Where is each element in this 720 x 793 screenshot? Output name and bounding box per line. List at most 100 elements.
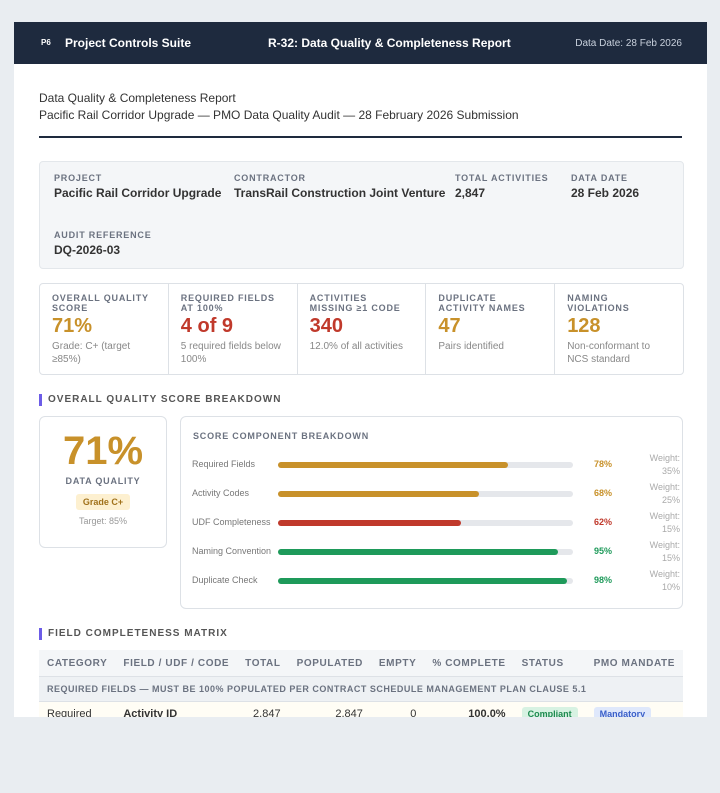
- column-header: % COMPLETE: [424, 650, 514, 677]
- info-item: AUDIT REFERENCE DQ-2026-03: [54, 230, 152, 257]
- kpi-note: Non-conformant to NCS standard: [567, 341, 651, 365]
- bar-fill: [278, 520, 461, 526]
- column-header: EMPTY: [370, 650, 425, 677]
- kpi-label: OVERALL QUALITY SCORE: [52, 293, 149, 313]
- bar-fill: [278, 491, 479, 497]
- column-header: CATEGORY: [39, 650, 116, 677]
- cell: Activity ID: [123, 708, 178, 717]
- kpi-value: 340: [309, 315, 343, 337]
- component-name: Required Fields: [192, 459, 256, 469]
- kpi-card: DUPLICATE ACTIVITY NAMES 47 Pairs identifi…: [426, 284, 556, 374]
- kpi-card: REQUIRED FIELDS AT 100% 4 of 9 5 required …: [169, 284, 298, 374]
- bar-track: [278, 520, 573, 526]
- bar-fill: [278, 549, 559, 555]
- cell: Mandatory: [586, 702, 683, 717]
- score-label: DATA QUALITY: [65, 476, 141, 486]
- kpi-card: ACTIVITIES MISSING ≥1 CODE 340 12.0% of al…: [298, 284, 427, 374]
- info-item: PROJECT Pacific Rail Corridor Upgrade: [54, 173, 221, 200]
- kpi-card: NAMING VIOLATIONS 128 Non-conformant to NC…: [555, 284, 683, 374]
- report-card: P6 Project Controls Suite R-32: Data Qua…: [14, 22, 707, 717]
- bar-track: [278, 578, 573, 584]
- bar-track: [278, 491, 573, 497]
- kpi-note: Grade: C+ (target ≥85%): [52, 341, 131, 365]
- top-bar: P6 Project Controls Suite R-32: Data Qua…: [14, 22, 707, 64]
- kpi-row: OVERALL QUALITY SCORE 71% Grade: C+ (targe…: [39, 283, 684, 375]
- section-heading: FIELD COMPLETENESS MATRIX: [39, 628, 228, 640]
- cell: 2,847: [253, 708, 281, 717]
- status-badge: Compliant: [521, 707, 578, 717]
- column-header: TOTAL: [237, 650, 289, 677]
- component-panel: SCORE COMPONENT BREAKDOWN Required Field…: [180, 416, 683, 609]
- info-value: TransRail Construction Joint Venture: [234, 186, 446, 200]
- doc-title: Data Quality & Completeness Report: [39, 91, 236, 105]
- table-body: REQUIRED FIELDS — MUST BE 100% POPULATED…: [39, 676, 684, 717]
- kpi-label: REQUIRED FIELDS AT 100%: [180, 293, 275, 313]
- component-name: Naming Convention: [192, 546, 272, 556]
- component-weight: Weight: 15%: [649, 511, 680, 534]
- component-name: UDF Completeness: [192, 517, 271, 527]
- grade-badge: Grade C+: [75, 494, 131, 510]
- component-name: Duplicate Check: [192, 575, 258, 585]
- target: Target: 85%: [78, 516, 128, 526]
- mandate-badge: Mandatory: [593, 707, 652, 717]
- kpi-label: NAMING VIOLATIONS: [567, 293, 630, 313]
- kpi-label: ACTIVITIES MISSING ≥1 CODE: [309, 293, 401, 313]
- doc-subtitle: Pacific Rail Corridor Upgrade — PMO Data…: [39, 108, 519, 122]
- kpi-value: 71%: [52, 315, 93, 337]
- header-row: CATEGORY FIELD / UDF / CODE TOTAL POPULATED…: [39, 650, 684, 677]
- component-weight: Weight: 35%: [649, 453, 680, 476]
- info-value: Pacific Rail Corridor Upgrade: [54, 186, 222, 200]
- component-row: UDF Completeness 62% Weight: 15%: [192, 511, 682, 534]
- component-weight: Weight: 10%: [649, 569, 680, 592]
- info-item: CONTRACTOR TransRail Construction Joint V…: [234, 173, 445, 200]
- column-header: FIELD / UDF / CODE: [115, 650, 238, 677]
- matrix-table: CATEGORY FIELD / UDF / CODE TOTAL POPULATED…: [39, 650, 684, 717]
- info-value: 28 Feb 2026: [571, 186, 640, 200]
- bar-track: [278, 462, 573, 468]
- info-label: PROJECT: [54, 173, 103, 183]
- info-label: DATA DATE: [571, 173, 628, 183]
- score: 71%: [62, 429, 144, 473]
- info-item: DATA DATE 28 Feb 2026: [571, 173, 639, 200]
- component-name: Activity Codes: [192, 488, 250, 498]
- data-date: Data Date: 28 Feb 2026: [575, 38, 682, 49]
- kpi-note: 5 required fields below 100%: [180, 341, 281, 365]
- kpi-card: OVERALL QUALITY SCORE 71% Grade: C+ (targe…: [40, 284, 169, 374]
- column-header: STATUS: [513, 650, 586, 677]
- component-value: 78%: [594, 459, 613, 469]
- bar-track: [278, 549, 573, 555]
- info-value: DQ-2026-03: [54, 243, 121, 257]
- divider: [39, 136, 682, 138]
- logo: P6: [41, 38, 51, 47]
- app-name: Project Controls Suite: [65, 36, 192, 50]
- component-value: 62%: [594, 517, 613, 527]
- component-row: Naming Convention 95% Weight: 15%: [192, 540, 682, 563]
- component-value: 95%: [594, 546, 613, 556]
- report-name: R-32: Data Quality & Completeness Report: [268, 36, 511, 50]
- bar-fill: [278, 462, 509, 468]
- component-value: 68%: [594, 488, 613, 498]
- cell: Compliant: [514, 702, 586, 717]
- kpi-value: 128: [567, 315, 601, 337]
- info-value: 2,847: [455, 186, 486, 200]
- info-label: AUDIT REFERENCE: [54, 230, 152, 240]
- cell: 2,847: [335, 708, 363, 717]
- panel-title: SCORE COMPONENT BREAKDOWN: [193, 431, 370, 441]
- component-weight: Weight: 25%: [649, 482, 680, 505]
- column-header: POPULATED: [288, 650, 371, 677]
- component-row: Activity Codes 68% Weight: 25%: [192, 482, 682, 505]
- kpi-value: 4 of 9: [180, 315, 234, 337]
- kpi-value: 47: [438, 315, 461, 337]
- info-panel: PROJECT Pacific Rail Corridor Upgrade CON…: [39, 161, 684, 269]
- component-value: 98%: [594, 575, 613, 585]
- info-item: TOTAL ACTIVITIES 2,847: [455, 173, 548, 200]
- bar-fill: [278, 578, 568, 584]
- table-row: Required Activity ID 2,847 2,847 0 100.0% Comp…: [39, 701, 684, 717]
- component-row: Required Fields 78% Weight: 35%: [192, 453, 682, 476]
- score-card: 71% DATA QUALITY Grade C+ Target: 85%: [39, 416, 167, 548]
- cell: 100.0%: [468, 708, 506, 717]
- component-weight: Weight: 15%: [649, 540, 680, 563]
- info-label: TOTAL ACTIVITIES: [455, 173, 549, 183]
